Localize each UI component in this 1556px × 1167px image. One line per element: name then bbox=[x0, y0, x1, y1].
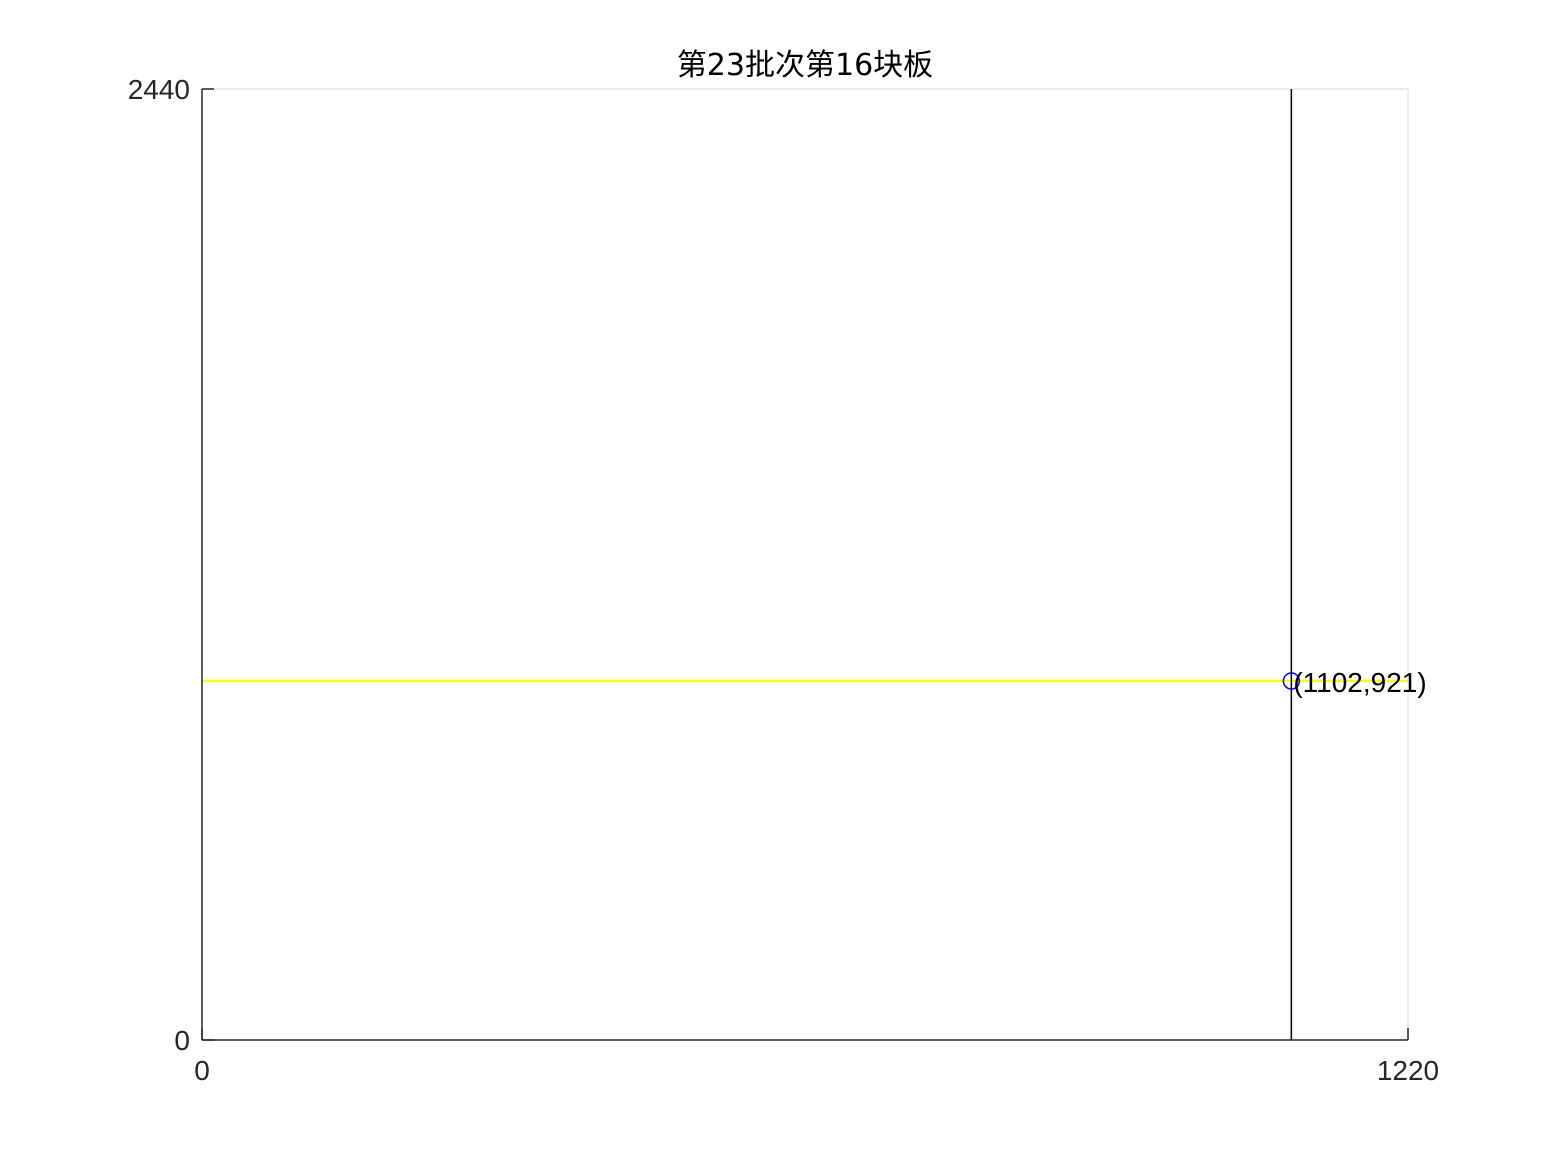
annotation-layer: (1102,921) bbox=[1293, 667, 1426, 698]
x-tick-label: 0 bbox=[194, 1055, 210, 1086]
series-layer bbox=[202, 89, 1408, 1040]
chart-title: 第23批次第16块板 bbox=[677, 48, 933, 83]
x-tick-label: 1220 bbox=[1377, 1055, 1439, 1086]
y-tick-label: 2440 bbox=[128, 74, 190, 105]
y-tick-label: 0 bbox=[174, 1025, 190, 1056]
ticks-layer: 0 1220 0 2440 bbox=[128, 74, 1439, 1086]
marker-point bbox=[1282, 672, 1301, 690]
point-annotation: (1102,921) bbox=[1293, 667, 1426, 698]
